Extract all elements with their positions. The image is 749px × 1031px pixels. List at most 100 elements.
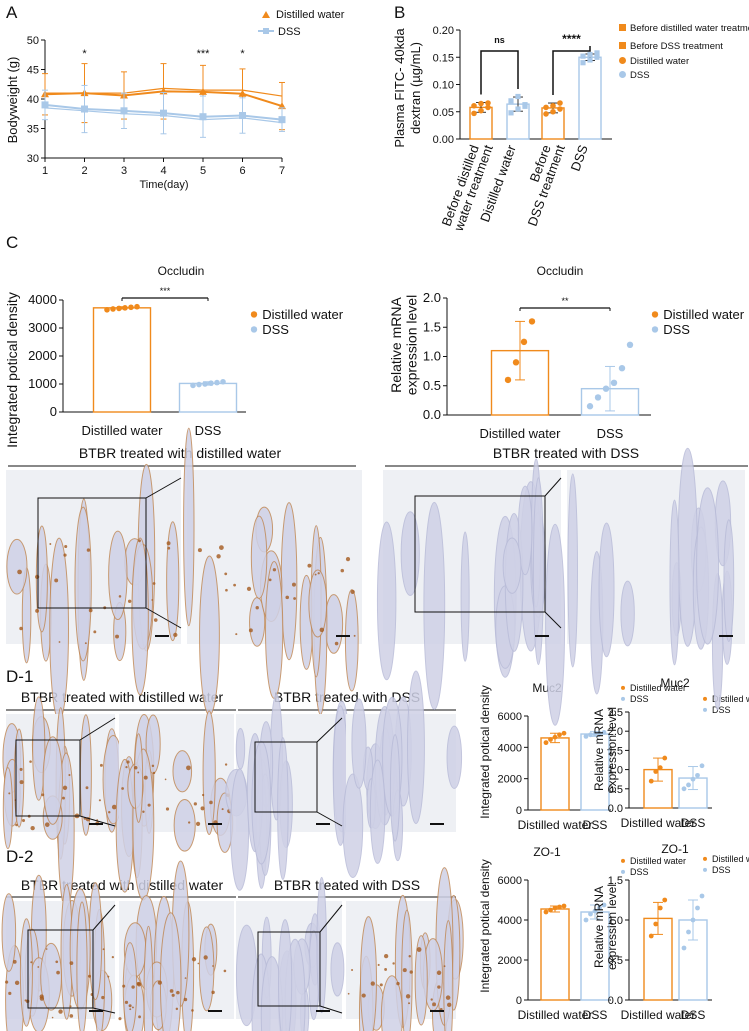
C2-legend-marker — [651, 311, 659, 318]
C2-point — [528, 318, 536, 325]
micrograph-d2-1-stain — [12, 959, 17, 964]
micrograph-c-2-stain — [233, 583, 236, 587]
D1b-point — [695, 772, 700, 778]
D2b-legend-label: Distilled water — [712, 854, 749, 864]
micrograph-d2-4-stain — [370, 981, 375, 986]
C2-point — [618, 365, 626, 372]
D2a-y-tick-label: 4000 — [498, 915, 522, 927]
a-y-tick-label: 30 — [27, 153, 39, 165]
b-sig-bracket — [552, 45, 591, 96]
micrograph-c-1-villus — [74, 506, 92, 662]
D1b-y-tick-label: 1.0 — [608, 765, 623, 777]
micrograph-c-4-villus — [669, 499, 680, 666]
b-legend-label: Before distilled water treatment — [630, 23, 749, 34]
micrograph-d1-2-stain — [121, 787, 124, 790]
micrograph-d2-2-stain — [197, 962, 200, 965]
b-point — [557, 100, 563, 106]
a-y-tick-label: 45 — [27, 65, 39, 77]
micrograph-d1-2-villus — [134, 733, 144, 823]
micrograph-d1-2-stain — [142, 810, 145, 813]
micrograph-c-2-villus — [280, 502, 298, 661]
micrograph-d1-2-stain — [200, 806, 205, 811]
micrograph-c-2-stain — [216, 554, 221, 559]
D2a-y-tick-label: 6000 — [498, 875, 522, 887]
micrograph-c-2-villus — [199, 555, 220, 716]
D1b-x-tick-label: DSS — [681, 816, 706, 830]
micrograph-c-2-villus — [324, 594, 344, 654]
b-legend-marker — [619, 71, 626, 78]
micrograph-c-3-villus — [517, 485, 533, 576]
micrograph-d1-2-stain — [201, 793, 205, 797]
micrograph-c-1-stain — [93, 630, 97, 634]
b-sig-label: **** — [562, 32, 581, 46]
a-y-tick-label: 40 — [27, 94, 39, 106]
D1b-y-tick-label: 0.0 — [608, 803, 623, 815]
micrograph-d1-3-villus — [251, 740, 272, 865]
micrograph-d1-2-villus — [173, 798, 196, 852]
micrograph-d2-4-stain — [377, 963, 380, 966]
micrograph-c-1-stain — [63, 553, 67, 557]
micrograph-d2-2-villus — [122, 942, 138, 1031]
micrograph-c-4-villus — [696, 487, 720, 645]
micrograph-c-2-stain — [293, 597, 296, 600]
micrograph-d1-2-stain — [126, 760, 130, 764]
C1-bar — [92, 307, 152, 413]
micrograph-d1-1-stain — [21, 819, 26, 823]
D1b-legend-marker — [703, 696, 707, 701]
b-point — [471, 102, 477, 109]
micrograph-c-1-stain — [127, 599, 132, 604]
micrograph-d2-2-villus — [143, 925, 154, 1031]
panel-letter-a: A — [6, 3, 18, 22]
C2-point — [594, 394, 602, 401]
C2-point — [586, 403, 594, 410]
roi-box-d1-1 — [15, 739, 81, 817]
D2a-point — [592, 908, 598, 914]
micrograph-d2-2-stain — [131, 1006, 134, 1009]
D1a-y-tick-label: 2000 — [498, 774, 522, 786]
b-point — [557, 106, 563, 112]
D2a-point — [543, 909, 549, 915]
C1-title: Occludin — [158, 264, 205, 278]
micrograph-d1-2-stain — [137, 771, 140, 774]
micrograph-d2-2-stain — [171, 993, 175, 997]
micrograph-c-1-stain — [58, 641, 61, 643]
micrograph-c-1-stain — [64, 544, 68, 549]
roi-box-c-1-zoom-line — [145, 607, 182, 629]
C1-legend-label: DSS — [262, 322, 289, 337]
micrograph-d2-3-villus — [330, 942, 345, 997]
micrograph-c-3-villus — [502, 537, 522, 594]
C1-y-tick-label: 2000 — [28, 348, 57, 363]
C1-point — [220, 378, 226, 385]
D1a-point — [543, 740, 549, 746]
micrograph-d1-1-stain — [68, 774, 71, 777]
roi-box-c-2-zoom-line — [544, 477, 562, 497]
micrograph-d1-2-stain — [209, 800, 213, 805]
micrograph-d2-4-stain — [392, 962, 395, 965]
D1b-legend-label: Distilled water — [712, 694, 749, 704]
micrograph-c-2-stain — [268, 578, 272, 582]
micrograph-d2-4-villus — [414, 935, 428, 1026]
C1-x-tick-label: DSS — [195, 423, 222, 438]
a-x-tick-label: 5 — [200, 165, 206, 177]
micrograph-d2-4-stain — [409, 970, 413, 974]
D1a-point — [601, 730, 607, 735]
micrograph-d2-2-stain — [211, 990, 215, 995]
a-x-tick-label: 1 — [42, 165, 48, 177]
micrograph-c-1-stain — [84, 642, 87, 645]
b-legend-marker — [619, 24, 626, 31]
micrograph-d2-1-villus — [76, 901, 88, 1031]
a-y-tick-label: 50 — [27, 35, 39, 47]
micrograph-c-1-stain — [86, 548, 91, 552]
micrograph-d1-2-stain — [143, 775, 148, 780]
panel-letter-c: C — [6, 233, 18, 252]
micrograph-c-1-stain — [19, 626, 23, 631]
micrograph-d2-1-stain — [30, 961, 33, 964]
micrograph-d2-2-stain — [137, 982, 142, 987]
D2b-y-label: Relative mRNA — [592, 886, 606, 968]
micrograph-d2-2-stain — [122, 984, 126, 988]
D2b-y-label: expression level — [605, 884, 619, 970]
C2-y-tick-label: 0.5 — [423, 378, 441, 393]
D2a-legend-label: DSS — [630, 867, 649, 877]
micrograph-d2-1-villus — [1, 893, 17, 972]
